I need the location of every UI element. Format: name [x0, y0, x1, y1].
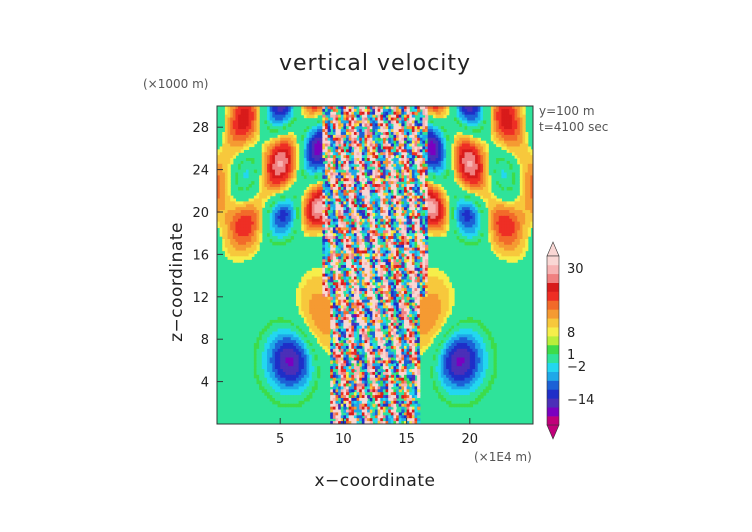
- colorbar-swatch: [547, 344, 559, 355]
- colorbar-swatch: [547, 327, 559, 337]
- colorbar-swatch: [547, 318, 559, 328]
- colorbar-swatch: [547, 264, 559, 275]
- x-axis-label: x−coordinate: [315, 471, 436, 491]
- colorbar-swatch: [547, 353, 559, 364]
- x-tick-label: 5: [276, 432, 284, 447]
- colorbar-swatch: [547, 256, 559, 266]
- y-axis-ticks: 4 8 12 16 20 24 28: [192, 121, 223, 391]
- colorbar-swatch: [547, 416, 559, 426]
- colorbar-swatch: [547, 336, 559, 346]
- y-tick-label: 4: [201, 376, 209, 391]
- colorbar-tick-label: −14: [567, 393, 594, 408]
- x-unit-label: (×1E4 m): [474, 450, 532, 464]
- plot-area: [217, 106, 533, 424]
- y-tick-label: 28: [192, 121, 209, 136]
- colorbar-frame: [546, 255, 560, 426]
- colorbar-tick-label: 8: [567, 326, 575, 341]
- y-tick-label: 20: [192, 206, 209, 221]
- colorbar-swatch: [547, 309, 559, 319]
- colorbar-swatch: [547, 380, 559, 390]
- y-tick-label: 12: [192, 291, 209, 306]
- colorbar-tick-label: −2: [567, 360, 586, 375]
- colorbar-extend-top: [546, 241, 560, 257]
- colorbar: 30 8 1−2 −14: [546, 241, 594, 440]
- colorbar-swatch: [547, 362, 559, 372]
- chart-title: vertical velocity: [279, 51, 471, 76]
- plot-frame: [216, 105, 534, 425]
- y-unit-label: (×1000 m): [143, 77, 208, 91]
- colorbar-swatch: [547, 291, 559, 301]
- colorbar-tick-label: 30: [567, 262, 584, 277]
- annotation-t: t=4100 sec: [539, 120, 608, 134]
- x-tick-label: 20: [462, 432, 479, 447]
- colorbar-swatch: [547, 282, 559, 292]
- field-cells: [217, 106, 533, 424]
- colorbar-swatch: [547, 300, 559, 310]
- colorbar-swatch: [547, 371, 559, 381]
- x-tick-label: 10: [335, 432, 352, 447]
- colorbar-swatch: [547, 398, 559, 408]
- y-tick-label: 8: [201, 333, 209, 348]
- y-axis-label: z−coordinate: [167, 222, 187, 342]
- annotation-y: y=100 m: [539, 104, 595, 118]
- y-tick-label: 16: [192, 248, 209, 263]
- colorbar-swatch: [547, 407, 559, 417]
- y-tick-label: 24: [192, 164, 209, 179]
- colorbar-swatch: [547, 273, 559, 283]
- colorbar-extend-bottom: [546, 424, 560, 440]
- x-axis-ticks: 5 10 15 20: [276, 418, 478, 447]
- colorbar-swatch: [547, 389, 559, 399]
- x-tick-label: 15: [398, 432, 415, 447]
- colorbar-tick-label: 1: [567, 348, 575, 363]
